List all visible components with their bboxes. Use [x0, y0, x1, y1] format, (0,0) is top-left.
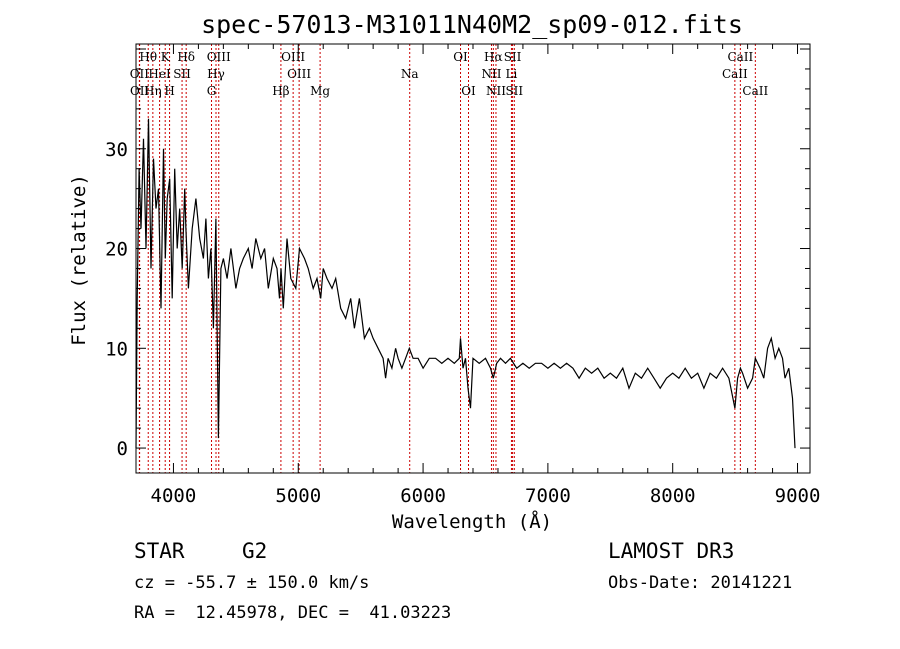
velocity-text: cz = -55.7 ± 150.0 km/s — [134, 573, 370, 593]
line-marker-label: Hα — [484, 50, 503, 64]
spectrum-series — [135, 118, 796, 449]
line-marker-label: SII — [505, 84, 523, 98]
x-tick-label: 4000 — [151, 485, 197, 507]
chart-title: spec-57013-M31011N40M2_sp09-012.fits — [201, 10, 743, 39]
y-tick-label: 20 — [105, 239, 128, 261]
plot-frame — [135, 43, 811, 474]
line-marker-label: OIII — [207, 50, 231, 64]
object-subclass: G2 — [242, 539, 268, 563]
line-marker-label: NII — [486, 84, 506, 98]
y-tick-label: 30 — [105, 139, 128, 161]
line-marker-label: Hη — [144, 84, 162, 98]
x-tick-label: 9000 — [775, 485, 821, 507]
line-marker-label: NII — [481, 67, 501, 81]
line-marker-label: Hβ — [272, 84, 289, 98]
line-marker-label: SII — [173, 67, 191, 81]
line-marker-label: OI — [453, 50, 468, 64]
object-class: STAR — [134, 539, 185, 563]
line-marker-label: Mg — [310, 84, 330, 98]
line-marker-labels: Hθ OII OII K HeI Hη Hδ SII H OIII Hγ G OIII OIII Hβ Mg N… — [130, 50, 769, 98]
line-marker-label: OII — [130, 84, 150, 98]
line-marker-label: K — [161, 50, 171, 64]
x-tick-label: 7000 — [525, 485, 571, 507]
y-tick-label: 0 — [117, 438, 128, 460]
y-axis-label: Flux (relative) — [68, 174, 90, 346]
line-marker-label: OI — [461, 84, 476, 98]
line-marker-label: G — [207, 84, 217, 98]
line-marker-label: H — [164, 84, 174, 98]
line-marker-label: Hγ — [207, 67, 225, 81]
coordinates-text: RA = 12.45978, DEC = 41.03223 — [134, 603, 452, 623]
observation-date: Obs-Date: 20141221 — [608, 573, 793, 593]
line-marker-label: HeI — [148, 67, 171, 81]
line-marker-label: OII — [130, 67, 150, 81]
y-tick-label: 10 — [105, 338, 128, 360]
x-axis: 4000 5000 6000 7000 8000 9000 — [151, 44, 821, 507]
line-marker-label: OIII — [281, 50, 305, 64]
line-marker-label: Li — [506, 67, 518, 81]
x-tick-label: 6000 — [400, 485, 446, 507]
line-marker-label: OIII — [287, 67, 311, 81]
line-marker-label: CaII — [722, 67, 748, 81]
survey-name: LAMOST DR3 — [608, 539, 735, 563]
line-marker-label: Hδ — [177, 50, 195, 64]
y-axis: 0 10 20 30 — [105, 48, 810, 460]
line-marker-label: Hθ — [139, 50, 157, 64]
line-marker-label: SII — [504, 50, 522, 64]
line-marker-label: CaII — [727, 50, 753, 64]
line-marker-label: CaII — [742, 84, 768, 98]
x-axis-label: Wavelength (Å) — [392, 510, 552, 533]
x-tick-label: 5000 — [275, 485, 321, 507]
line-marker-label: Na — [401, 67, 419, 81]
x-tick-label: 8000 — [650, 485, 696, 507]
